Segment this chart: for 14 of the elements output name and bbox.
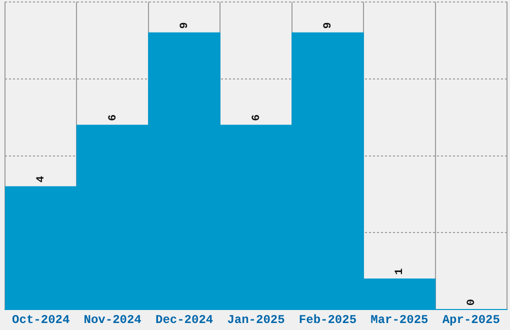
x-tick-label: Apr-2025 <box>442 312 500 327</box>
data-label: 0 <box>466 298 478 306</box>
data-label: 1 <box>394 268 406 275</box>
x-tick-label: Jan-2025 <box>227 312 285 327</box>
data-label: 9 <box>179 22 192 29</box>
data-label: 6 <box>250 114 263 122</box>
x-tick-label: Nov-2024 <box>84 312 142 327</box>
x-tick-label: Oct-2024 <box>12 312 70 327</box>
x-tick-label: Mar-2025 <box>370 312 428 327</box>
x-tick-label: Feb-2025 <box>298 312 357 327</box>
x-tick-label: Dec-2024 <box>155 312 214 327</box>
data-label: 4 <box>36 176 48 183</box>
data-label: 6 <box>107 114 120 122</box>
data-label: 9 <box>322 22 334 29</box>
